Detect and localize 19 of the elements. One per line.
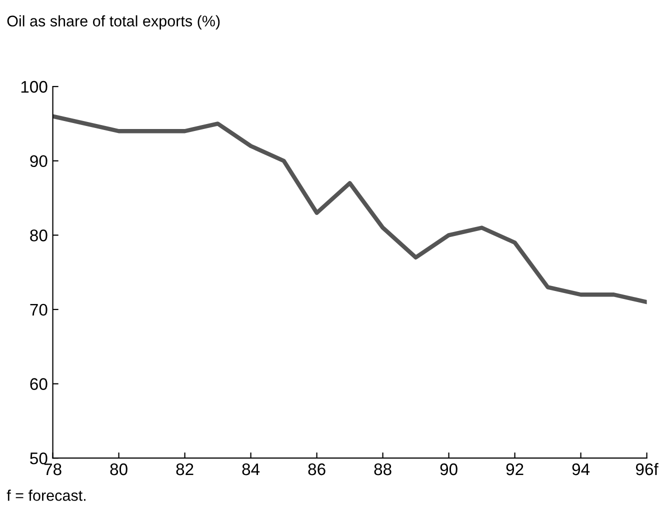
y-tick-label: 100 [21, 80, 48, 93]
x-tick-label: 82 [176, 463, 194, 476]
y-axis-title: Oil as share of total exports (%) [7, 15, 220, 30]
x-tick-label: 78 [44, 463, 62, 476]
line-series [52, 114, 647, 304]
text: f = forecast. [6, 490, 86, 501]
y-tick-label: 90 [30, 155, 48, 168]
y-tick-label: 50 [30, 452, 48, 464]
x-tick-label: 92 [506, 463, 524, 476]
x-tick-label: 84 [242, 463, 260, 476]
y-tick-label: 60 [30, 378, 48, 390]
x-tick-label: 80 [110, 463, 128, 476]
x-tick-label: 86 [308, 463, 326, 476]
y-tick-label: 80 [30, 230, 48, 242]
y-tick-label: 70 [30, 304, 48, 316]
x-tick-label: 90 [440, 463, 458, 476]
x-tick-label: 94 [572, 463, 590, 476]
x-tick-label: 96f [636, 462, 658, 476]
x-tick-label: 88 [374, 463, 392, 476]
